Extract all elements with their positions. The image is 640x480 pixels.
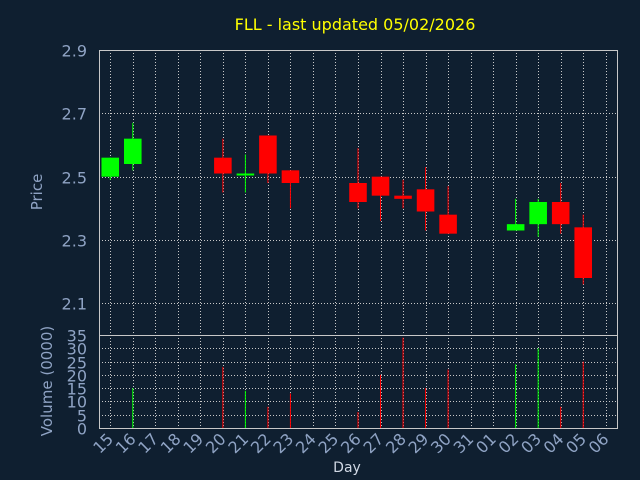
price-tick-label: 2.3	[62, 232, 87, 251]
candle	[236, 154, 255, 193]
price-tick-label: 2.7	[62, 105, 87, 124]
candle-body	[259, 135, 277, 174]
candle	[394, 179, 412, 209]
candle	[349, 148, 367, 209]
price-tick-label: 2.1	[62, 295, 87, 314]
candle	[281, 170, 300, 209]
x-axis-label: Day	[333, 460, 361, 476]
volume-tick-label: 25	[67, 354, 87, 373]
candle-body	[349, 183, 367, 202]
candle	[439, 186, 457, 234]
candle-body	[416, 189, 435, 212]
volume-panel-frame	[99, 335, 618, 429]
x-tick-label: 06	[585, 429, 613, 457]
candle-body	[281, 170, 300, 183]
candle-body	[394, 195, 412, 199]
volume-tick-label: 10	[67, 393, 87, 412]
candle	[551, 183, 570, 234]
candle	[101, 157, 120, 180]
price-tick-label: 2.9	[62, 42, 87, 61]
candle-body	[123, 138, 142, 164]
price-tick-label: 2.5	[62, 169, 87, 188]
price-panel: 2.1 2.3 2.5 2.7 2.9	[62, 42, 618, 336]
candle	[529, 198, 547, 237]
candle	[371, 176, 390, 221]
candle	[574, 214, 593, 285]
candle	[416, 167, 435, 231]
candle-body	[371, 176, 390, 196]
candle	[123, 122, 142, 171]
volume-tick-label: 15	[67, 380, 87, 399]
candle-body	[236, 173, 255, 176]
x-axis: 1516171819202122232425262728293031010203…	[89, 429, 612, 457]
candle-body	[101, 157, 120, 177]
chart-title: FLL - last updated 05/02/2026	[235, 15, 476, 34]
volume-tick-label: 30	[67, 340, 87, 359]
candle-body	[439, 214, 457, 234]
volume-tick-label: 35	[67, 327, 87, 346]
volume-tick-label: 20	[67, 367, 87, 386]
candle-body	[529, 202, 547, 225]
candle-body	[574, 227, 593, 278]
candle-body	[506, 224, 525, 231]
candle	[259, 135, 277, 183]
candle	[214, 138, 232, 193]
volume-axis-label: Volume (0000)	[38, 326, 56, 436]
volume-tick-label: 0	[77, 420, 87, 439]
candle-body	[214, 157, 232, 174]
volume-tick-label: 5	[77, 407, 87, 426]
candle-body	[551, 202, 570, 225]
price-axis-label: Price	[28, 174, 46, 211]
candle	[506, 198, 525, 231]
